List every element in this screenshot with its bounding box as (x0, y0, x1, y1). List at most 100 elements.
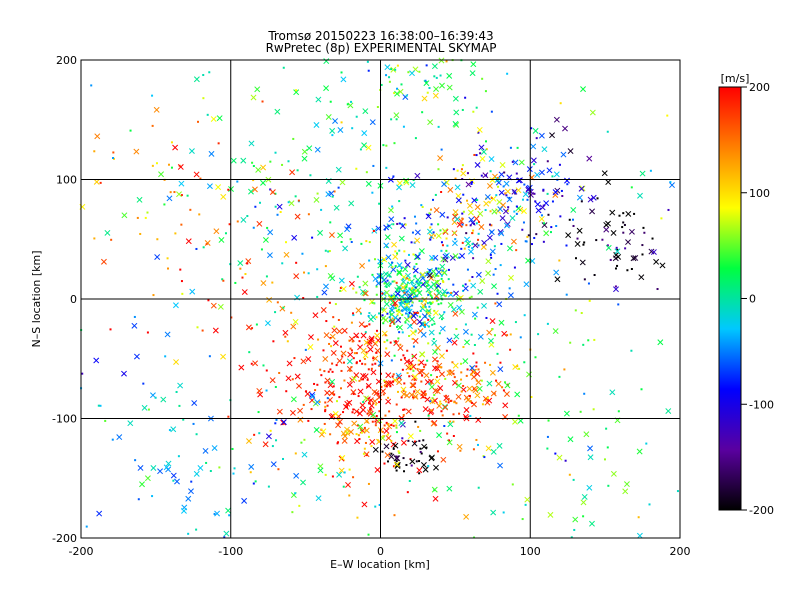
scatter-point (392, 418, 398, 425)
scatter-point (110, 238, 113, 241)
scatter-point (416, 467, 423, 474)
scatter-point (469, 70, 476, 77)
scatter-point (391, 280, 394, 283)
scatter-point (546, 447, 549, 450)
scatter-point (408, 375, 411, 378)
scatter-point (434, 279, 441, 286)
scatter-point (402, 299, 405, 302)
scatter-point (656, 288, 659, 291)
scatter-point (404, 286, 407, 289)
scatter-point (523, 281, 530, 288)
scatter-point (586, 484, 593, 491)
scatter-point (294, 452, 297, 455)
scatter-point (339, 454, 346, 461)
scatter-point (307, 419, 310, 422)
scatter-point (326, 397, 329, 400)
scatter-point (428, 233, 435, 240)
scatter-point (448, 439, 451, 442)
scatter-point (369, 438, 376, 445)
scatter-point (534, 171, 541, 178)
scatter-point (315, 495, 322, 502)
scatter-point (497, 206, 504, 213)
scatter-point (583, 431, 590, 438)
scatter-point (344, 426, 350, 433)
scatter-point (324, 473, 327, 476)
scatter-point (228, 514, 231, 517)
scatter-point (295, 89, 298, 92)
scatter-point (475, 365, 478, 368)
scatter-point (393, 142, 396, 145)
scatter-point (323, 332, 330, 339)
scatter-point (512, 364, 519, 370)
scatter-point (324, 377, 331, 384)
scatter-point (179, 268, 182, 271)
scatter-point (521, 518, 524, 521)
scatter-point (572, 516, 579, 523)
scatter-point (93, 357, 100, 364)
scatter-point (480, 379, 483, 382)
scatter-point (582, 243, 585, 246)
scatter-point (436, 280, 439, 283)
scatter-point (542, 240, 545, 243)
scatter-point (481, 77, 484, 80)
scatter-point (320, 307, 327, 313)
scatter-point (472, 352, 475, 355)
scatter-point (325, 114, 332, 120)
scatter-point (412, 179, 415, 182)
scatter-point (464, 339, 470, 346)
scatter-point (480, 174, 483, 177)
scatter-point (517, 414, 520, 417)
scatter-point (266, 252, 273, 259)
scatter-point (516, 365, 519, 368)
scatter-point (420, 282, 423, 285)
scatter-point (347, 351, 354, 358)
scatter-point (447, 186, 454, 193)
scatter-point (360, 347, 367, 354)
scatter-point (446, 439, 453, 446)
scatter-point (443, 179, 450, 186)
scatter-point (398, 235, 405, 242)
scatter-point (453, 401, 456, 404)
scatter-point (398, 451, 401, 454)
scatter-point (345, 223, 352, 230)
scatter-point (407, 433, 414, 440)
scatter-point (393, 280, 396, 283)
scatter-point (478, 144, 485, 151)
scatter-point (386, 279, 389, 282)
scatter-point (554, 452, 557, 455)
scatter-point (231, 447, 234, 450)
scatter-point (456, 221, 463, 228)
scatter-point (465, 232, 468, 235)
scatter-point (206, 113, 209, 116)
scatter-point (424, 300, 427, 303)
scatter-point (393, 354, 396, 357)
scatter-point (411, 304, 414, 307)
scatter-point (562, 125, 568, 132)
scatter-point (351, 375, 358, 382)
scatter-point (369, 119, 376, 126)
scatter-point (417, 282, 420, 285)
scatter-point (500, 242, 503, 245)
scatter-point (466, 172, 469, 175)
scatter-point (414, 289, 417, 292)
scatter-point (413, 215, 416, 218)
scatter-point (438, 57, 445, 64)
scatter-point (362, 108, 369, 115)
scatter-point (329, 333, 336, 340)
y-axis-label: N–S location [km] (30, 250, 43, 347)
scatter-point (392, 223, 395, 226)
scatter-point (435, 267, 438, 270)
scatter-point (389, 385, 392, 388)
scatter-point (399, 343, 402, 346)
scatter-point (232, 472, 235, 475)
scatter-point (413, 390, 416, 393)
scatter-point (372, 355, 379, 362)
scatter-point (587, 196, 594, 203)
scatter-point (623, 223, 626, 226)
scatter-point (428, 305, 431, 308)
scatter-point (327, 250, 330, 253)
scatter-point (265, 275, 268, 278)
scatter-point (372, 164, 375, 167)
scatter-point (512, 418, 518, 425)
